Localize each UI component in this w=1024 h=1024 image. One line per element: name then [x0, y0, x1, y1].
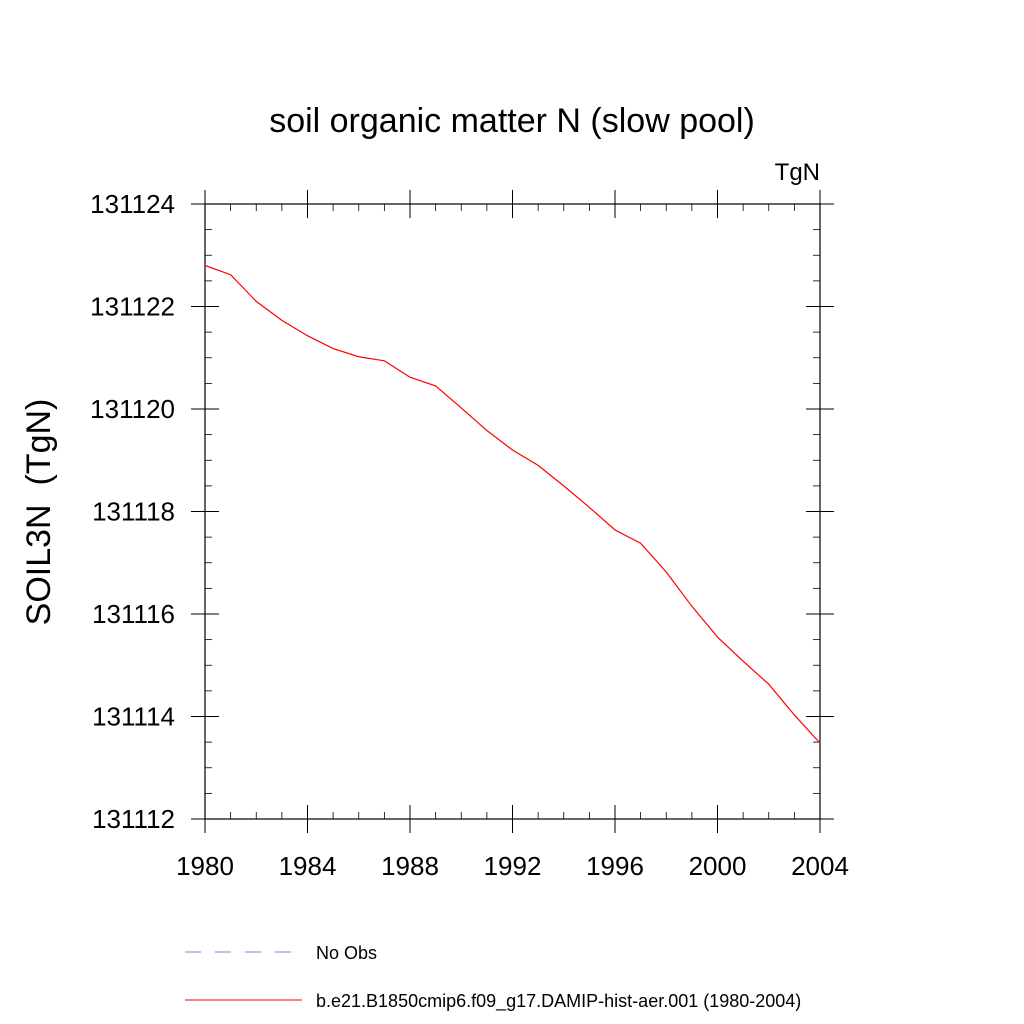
y-tick-label: 131112 [92, 804, 175, 834]
legend: No Obs b.e21.B1850cmip6.f09_g17.DAMIP-his… [185, 943, 801, 1012]
chart-title: soil organic matter N (slow pool) [269, 102, 755, 140]
plot-frame [204, 203, 821, 820]
series-line-1 [204, 264, 821, 744]
units-label: TgN [775, 159, 820, 186]
legend-label-0: No Obs [316, 943, 377, 963]
x-tick-label: 1996 [586, 851, 644, 881]
x-tick-label: 1992 [484, 851, 542, 881]
y-tick-label: 131124 [90, 189, 175, 219]
axis-tick-labels: 1980 1984 1988 1992 1996 2000 2004 131112 131114… [90, 189, 849, 881]
y-tick-label: 131118 [92, 497, 175, 527]
y-tick-label: 131116 [92, 599, 175, 629]
y-tick-label: 131122 [90, 292, 175, 322]
x-tick-label: 1980 [176, 851, 234, 881]
series-layer [204, 264, 821, 744]
legend-label-1: b.e21.B1850cmip6.f09_g17.DAMIP-hist-aer.… [316, 991, 801, 1012]
x-tick-label: 2000 [689, 851, 747, 881]
y-tick-label: 131120 [90, 394, 175, 424]
x-tick-label: 1984 [279, 851, 337, 881]
y-axis-label: SOIL3N (TgN) [20, 399, 58, 626]
plot-area: 1980 1984 1988 1992 1996 2000 2004 131112 131114… [90, 189, 849, 881]
x-tick-label: 2004 [791, 851, 849, 881]
x-tick-label: 1988 [381, 851, 439, 881]
y-tick-label: 131114 [92, 702, 175, 732]
axis-ticks [191, 190, 834, 833]
